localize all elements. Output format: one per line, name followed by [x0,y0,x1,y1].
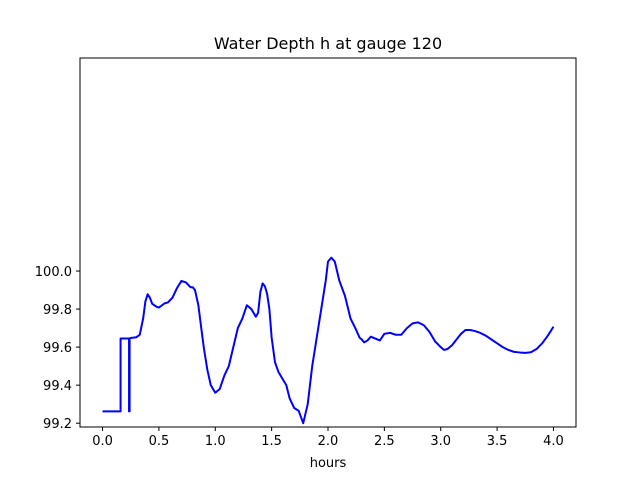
series-line-1 [102,256,555,425]
y-tick-label: 99.6 [43,341,72,356]
x-axis-label: hours [310,456,347,471]
y-tick-label: 99.2 [43,417,72,432]
chart-title: Water Depth h at gauge 120 [214,34,442,53]
x-axis: 0.0 0.5 1.0 1.5 2.0 2.5 3.0 3.5 4.0 [92,427,564,449]
x-tick-label: 4.0 [543,434,564,449]
y-axis: 99.2 99.4 99.6 99.8 100.0 [35,265,80,432]
y-tick-label: 99.8 [43,303,72,318]
x-tick-label: 2.0 [318,434,339,449]
x-tick-label: 0.0 [92,434,113,449]
y-tick-label: 99.4 [43,379,72,394]
x-tick-label: 2.5 [374,434,395,449]
y-tick-label: 100.0 [35,265,72,280]
x-tick-label: 1.5 [261,434,282,449]
x-tick-label: 0.5 [149,434,170,449]
x-tick-label: 3.5 [487,434,508,449]
x-tick-label: 3.0 [430,434,451,449]
x-tick-label: 1.0 [205,434,226,449]
plot-area [102,256,555,425]
